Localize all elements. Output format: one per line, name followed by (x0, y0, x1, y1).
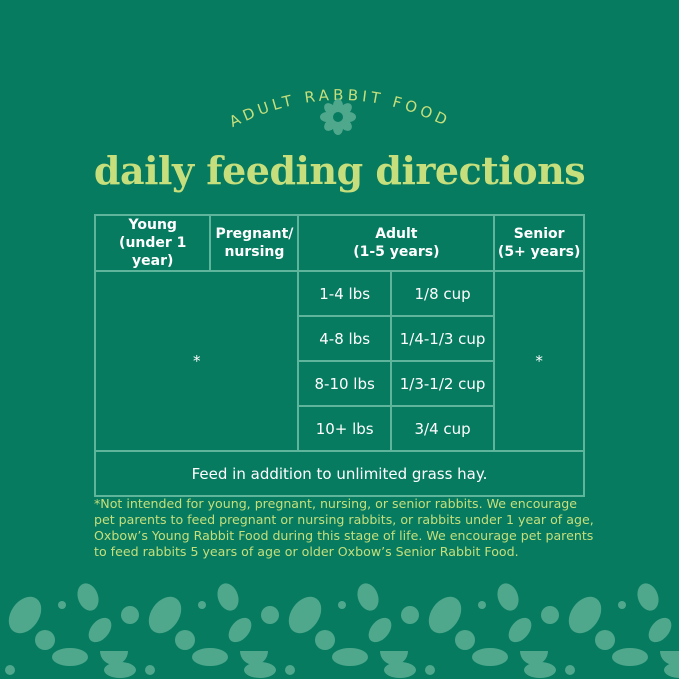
page-title: daily feeding directions (93, 148, 586, 193)
header-pregnant: Pregnant/nursing (209, 214, 300, 272)
header-label: Senior (513, 226, 565, 242)
weight-cell: 1-4 lbs (297, 270, 392, 317)
hay-note: Feed in addition to unlimited grass hay. (94, 450, 585, 497)
senior-cell: * (493, 270, 585, 452)
table-row: * 1-4 lbs 1/8 cup * (93, 270, 585, 452)
header-sublabel: nursing (224, 244, 285, 260)
amount-cell: 1/3-1/2 cup (389, 360, 496, 407)
header-sublabel: (5+ years) (497, 244, 581, 260)
weight-cell: 10+ lbs (297, 405, 392, 452)
feeding-table: Young (under 1 year) Pregnant/nursing Adu… (93, 214, 585, 497)
header-label: Young (128, 217, 177, 233)
header-adult: Adult (1-5 years) (297, 214, 496, 272)
table-header-row: Young (under 1 year) Pregnant/nursing Adu… (93, 214, 585, 272)
weight-cell: 8-10 lbs (297, 360, 392, 407)
footnote: *Not intended for young, pregnant, nursi… (94, 496, 594, 559)
header-young: Young (under 1 year) (93, 214, 212, 272)
header-senior: Senior (5+ years) (493, 214, 585, 272)
table-footer-row: Feed in addition to unlimited grass hay. (94, 450, 585, 497)
header-label: Adult (375, 226, 418, 242)
decorative-pattern (5, 580, 679, 678)
amount-cell: 1/8 cup (389, 270, 496, 317)
header-sublabel: (under 1 year) (119, 235, 187, 269)
header-sublabel: (1-5 years) (353, 244, 440, 260)
young-pregnant-cell: * (93, 270, 300, 452)
table-row: 8-10 lbs 1/3-1/2 cup (95, 360, 584, 407)
amount-cell: 1/4-1/3 cup (389, 315, 496, 362)
table-row: 10+ lbs 3/4 cup (95, 405, 584, 452)
table-row: 4-8 lbs 1/4-1/3 cup (95, 315, 584, 362)
flower-icon (320, 99, 356, 135)
header-label: Pregnant/ (215, 226, 294, 242)
weight-cell: 4-8 lbs (297, 315, 392, 362)
amount-cell: 3/4 cup (389, 405, 496, 452)
